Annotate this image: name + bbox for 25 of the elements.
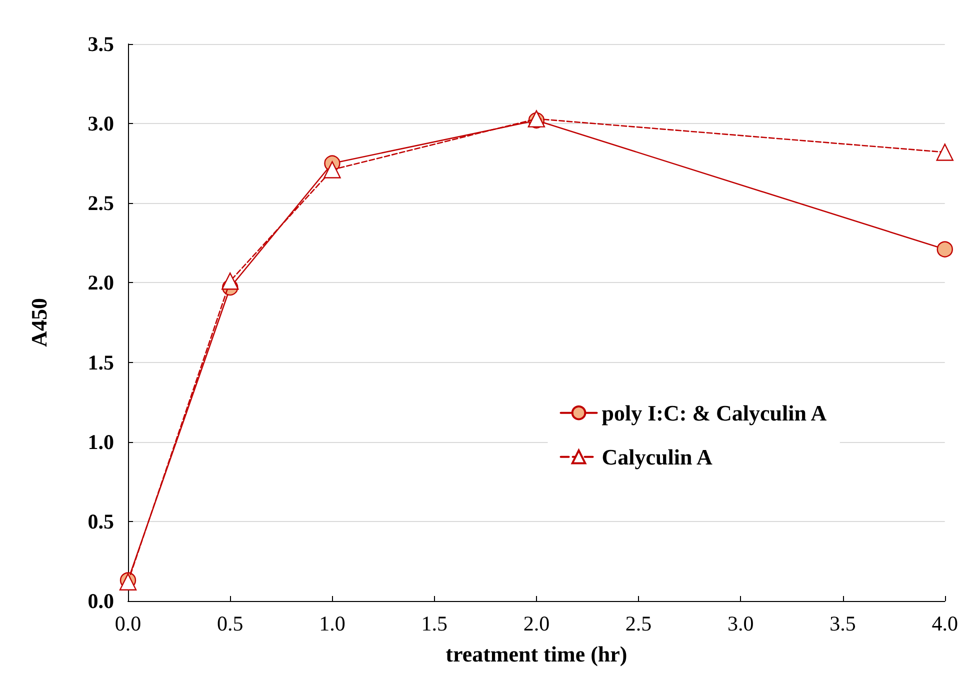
x-tick-label: 2.0 — [523, 612, 550, 636]
y-tick-label: 1.0 — [88, 430, 114, 454]
legend-label: poly I:C: & Calyculin A — [602, 400, 827, 426]
x-tick-label: 1.0 — [319, 612, 346, 636]
y-tick-label: 3.5 — [88, 32, 114, 56]
y-tick-label: 2.0 — [88, 270, 114, 295]
legend-label: Calyculin A — [602, 444, 713, 470]
point — [222, 272, 239, 290]
x-tick-label: 0.0 — [114, 612, 142, 636]
y-tick-label: 0.5 — [88, 509, 114, 534]
point — [936, 144, 954, 161]
x-tick-label: 3.0 — [728, 612, 754, 636]
point — [324, 161, 341, 178]
x-tick-label: 0.5 — [216, 612, 244, 636]
y-axis-title: A450 — [26, 298, 52, 347]
x-tick-label: 4.0 — [932, 612, 958, 636]
y-tick-label: 1.5 — [88, 350, 114, 374]
y-tick-label: 2.5 — [88, 191, 114, 216]
x-tick-label: 2.5 — [625, 612, 652, 636]
y-tick-label: 3.0 — [88, 112, 114, 136]
y-tick-label: 0.0 — [88, 589, 114, 613]
x-tick-label: 3.5 — [830, 612, 856, 636]
point — [936, 241, 953, 258]
x-axis-title: treatment time (hr) — [446, 642, 628, 666]
x-tick-label: 1.5 — [421, 612, 448, 636]
